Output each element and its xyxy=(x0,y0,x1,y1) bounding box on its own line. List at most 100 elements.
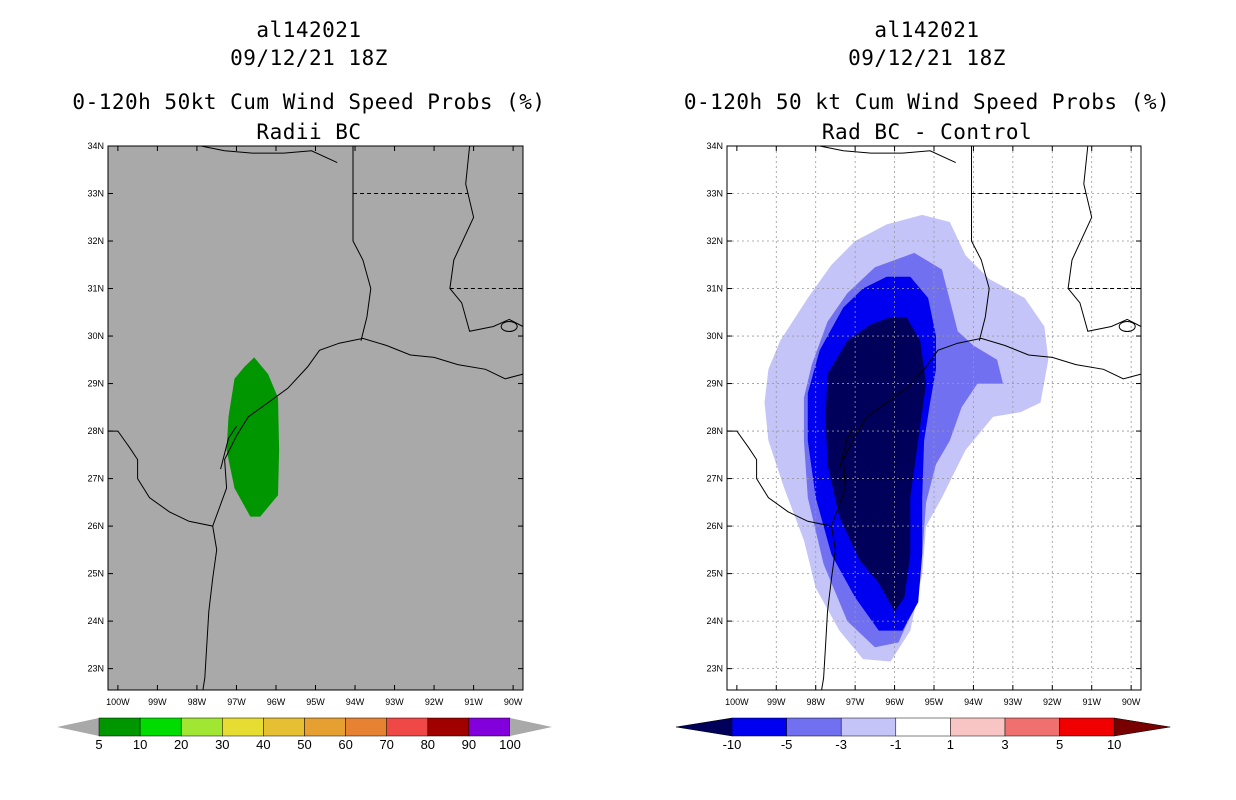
lat-label: 32N xyxy=(706,236,723,246)
mississippi-river-border xyxy=(449,145,524,332)
colorbar-swatch xyxy=(98,717,141,737)
colorbar-label: 20 xyxy=(174,737,188,752)
lat-label: 29N xyxy=(87,379,104,389)
colorbar-label: 30 xyxy=(215,737,229,752)
colorbar-swatch xyxy=(386,717,429,737)
lon-label: 91W xyxy=(1082,697,1101,707)
colorbar-label: 1 xyxy=(947,737,954,752)
lon-label: 98W xyxy=(806,697,825,707)
colorbar-swatch xyxy=(263,717,305,737)
colorbar-swatch xyxy=(1004,717,1060,737)
colorbar-end-triangle xyxy=(510,718,552,736)
lat-label: 23N xyxy=(706,664,723,674)
lat-label: 31N xyxy=(706,284,723,294)
colorbar-swatch xyxy=(180,717,223,737)
colorbar-swatch xyxy=(345,717,387,737)
lon-label: 94W xyxy=(346,697,365,707)
probability-5-10-region xyxy=(226,357,280,517)
lon-label: 97W xyxy=(846,697,865,707)
lon-label: 92W xyxy=(1043,697,1062,707)
colorbar-label: 100 xyxy=(499,737,521,752)
lat-label: 30N xyxy=(87,331,104,341)
right-title-subtitle: Rad BC - Control xyxy=(821,120,1033,144)
colorbar-label: 60 xyxy=(338,737,352,752)
colorbar-label: -1 xyxy=(890,737,902,752)
gulf-coastline xyxy=(831,337,1142,527)
colorbar-label: 40 xyxy=(256,737,270,752)
left-panel: al142021 09/12/21 18Z 0-120h 50kt Cum Wi… xyxy=(72,18,545,144)
colorbar-label: 5 xyxy=(95,737,102,752)
colorbar-label: -10 xyxy=(723,737,742,752)
colorbar-label: -5 xyxy=(781,737,793,752)
colorbar-swatch xyxy=(427,717,470,737)
lon-label: 94W xyxy=(964,697,983,707)
left-title-subtitle: Radii BC xyxy=(256,120,362,144)
colorbar-label: 10 xyxy=(1107,737,1121,752)
map-right: 100W 99W 98W 97W 96W 95W 94W 93W 92W 91W 90W 34N 33N… xyxy=(706,141,1142,707)
lon-label: 96W xyxy=(885,697,904,707)
lat-label: 23N xyxy=(87,664,104,674)
colorbar-swatch xyxy=(1059,717,1115,737)
lon-label: 93W xyxy=(1004,697,1023,707)
lat-label: 32N xyxy=(87,236,104,246)
colorbar-start-triangle xyxy=(57,718,99,736)
lon-label: 100W xyxy=(725,697,749,707)
colorbar-swatch xyxy=(950,717,1006,737)
lat-label: 26N xyxy=(706,521,723,531)
lon-label: 90W xyxy=(1122,697,1141,707)
colorbar-label: 50 xyxy=(297,737,311,752)
colorbar-label: -3 xyxy=(835,737,847,752)
colorbar-label: 10 xyxy=(133,737,147,752)
lon-label: 95W xyxy=(925,697,944,707)
red-river-border xyxy=(819,145,956,164)
colorbar-left: 5 10 20 30 40 50 60 70 80 90 100 xyxy=(57,717,552,752)
colorbar-swatch xyxy=(840,717,897,737)
lake-pontchartrain xyxy=(500,321,518,333)
lat-label: 25N xyxy=(87,569,104,579)
lat-label: 28N xyxy=(706,426,723,436)
colorbar-label: 3 xyxy=(1001,737,1008,752)
colorbar-swatch xyxy=(786,717,842,737)
lon-label: 99W xyxy=(148,697,167,707)
mississippi-river-border xyxy=(1067,145,1142,332)
lat-label: 34N xyxy=(87,141,104,151)
lon-label: 96W xyxy=(267,697,286,707)
lon-label: 100W xyxy=(106,697,130,707)
lon-label: 90W xyxy=(504,697,523,707)
lat-label: 30N xyxy=(706,331,723,341)
lat-label: 27N xyxy=(87,474,104,484)
colorbar-swatch xyxy=(468,717,511,737)
right-panel: al142021 09/12/21 18Z 0-120h 50 kt Cum W… xyxy=(618,0,1236,800)
map-left: 100W 99W 98W 97W 96W 95W 94W 93W 92W 91W 90W 34N 33N… xyxy=(87,141,524,707)
difference-minus10-region xyxy=(825,317,927,612)
left-title-date: 09/12/21 18Z xyxy=(230,46,388,70)
colorbar-label: 5 xyxy=(1056,737,1063,752)
barrier-island xyxy=(838,426,856,470)
colorbar-right: -10 -5 -3 -1 1 3 5 10 xyxy=(675,717,1171,752)
right-title-storm: al142021 xyxy=(874,18,980,42)
lon-label: 97W xyxy=(227,697,246,707)
colorbar-label: 90 xyxy=(462,737,476,752)
colorbar-swatch xyxy=(895,717,951,737)
colorbar-start-triangle xyxy=(675,717,733,737)
lon-label: 92W xyxy=(425,697,444,707)
lat-label: 24N xyxy=(87,616,104,626)
mexico-border-coast xyxy=(108,430,218,691)
lat-label: 24N xyxy=(706,616,723,626)
lat-label: 33N xyxy=(706,189,723,199)
lat-label: 25N xyxy=(706,569,723,579)
right-title-product: 0-120h 50 kt Cum Wind Speed Probs (%) xyxy=(683,90,1171,114)
lon-label: 99W xyxy=(767,697,786,707)
colorbar-label: 80 xyxy=(421,737,435,752)
lake-pontchartrain xyxy=(1118,321,1136,333)
barrier-island xyxy=(220,426,237,470)
red-river-border xyxy=(200,145,338,164)
texas-louisiana-border xyxy=(352,146,372,341)
right-title-date: 09/12/21 18Z xyxy=(848,46,1006,70)
lat-label: 33N xyxy=(87,189,104,199)
lat-label: 29N xyxy=(706,379,723,389)
left-title-storm: al142021 xyxy=(256,18,362,42)
lat-label: 28N xyxy=(87,426,104,436)
